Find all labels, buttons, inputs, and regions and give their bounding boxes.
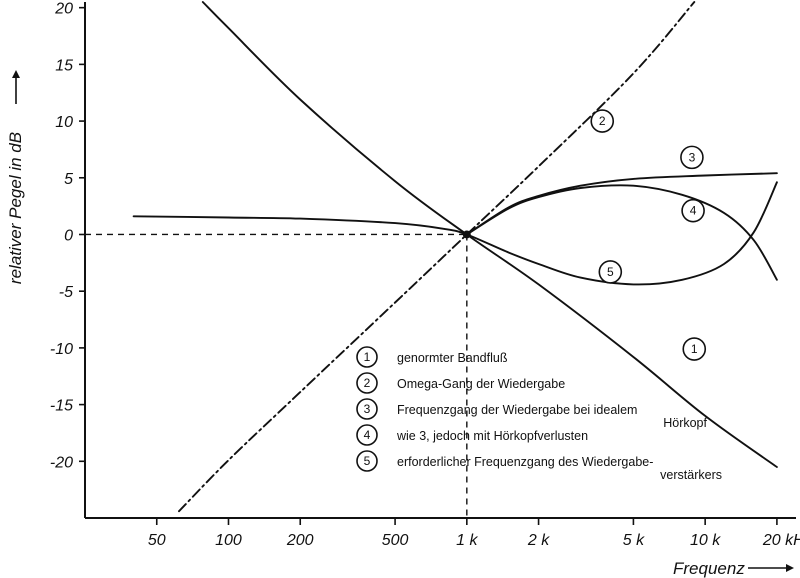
marker-circle: [680, 145, 704, 170]
legend-text: Frequenzgang der Wiedergabe bei idealem: [397, 403, 637, 417]
curve-3: [465, 172, 778, 236]
legend-number-circle: [356, 424, 378, 446]
legend-number: 3: [364, 402, 371, 416]
legend-text: erforderlicher Frequenzgang des Wiederga…: [397, 455, 653, 469]
x-ticks: 50 100 200 500 1 k 2 k 5 k 10 k 20 kHz: [148, 518, 800, 549]
x-tick-label: 10 k: [690, 532, 721, 549]
convergence-point: [462, 230, 471, 239]
x-tick-label: 1 k: [456, 532, 478, 549]
legend-text: Omega-Gang der Wiedergabe: [397, 377, 565, 391]
x-tick-label: 2 k: [527, 532, 550, 549]
curve-marker-5: 5: [598, 260, 623, 284]
y-axis-title: relativer Pegel in dB: [6, 70, 25, 284]
x-tick-label: 100: [215, 532, 242, 549]
y-tick-label: 5: [64, 171, 73, 188]
legend-number: 2: [364, 376, 371, 390]
x-axis-arrow-head: [786, 564, 794, 572]
legend-entry-1: 1 genormter Bandfluß: [356, 346, 508, 368]
legend-number: 5: [364, 454, 371, 468]
curve-marker-3: 3: [680, 145, 704, 170]
curve-marker-4: 4: [681, 198, 705, 223]
y-axis-label: relativer Pegel in dB: [6, 132, 25, 284]
marker-circle: [681, 198, 705, 223]
legend-number-circle: [356, 398, 378, 420]
x-tick-label: 20 kHz: [762, 532, 800, 549]
y-tick-label: 0: [64, 227, 73, 244]
y-tick-label: 10: [55, 114, 73, 131]
marker-number: 3: [689, 150, 696, 164]
x-tick-label: 50: [148, 532, 166, 549]
legend-text: wie 3, jedoch mit Hörkopfverlusten: [396, 429, 588, 443]
y-tick-label: -5: [59, 284, 73, 301]
curve-marker-1: 1: [682, 337, 707, 361]
marker-circle: [590, 109, 615, 133]
marker-number: 2: [599, 114, 606, 128]
curve-markers: 1 2 3 4 5: [590, 109, 707, 361]
y-tick-label: 20: [54, 1, 73, 18]
y-tick-label: -15: [50, 398, 73, 415]
y-tick-label: -20: [50, 454, 73, 471]
x-axis-title: Frequenz: [673, 559, 794, 578]
reference-lines: [85, 233, 468, 518]
legend-number-circle: [356, 346, 378, 368]
curve-2: [178, 1, 696, 513]
y-tick-label: -10: [50, 341, 73, 358]
x-axis-label: Frequenz: [673, 559, 745, 578]
legend-entry-5: 5 erforderlicher Frequenzgang des Wiederg…: [356, 450, 722, 482]
legend-text-continued: Hörkopf: [663, 416, 707, 430]
curve-5: [132, 181, 778, 286]
y-ticks: 20 15 10 5 0 -5 -10 -15 -20: [50, 1, 85, 471]
marker-number: 5: [607, 265, 614, 279]
y-axis-arrow-head: [12, 70, 20, 78]
x-tick-label: 200: [286, 532, 314, 549]
legend-entry-4: 4 wie 3, jedoch mit Hörkopfverlusten: [356, 424, 588, 446]
legend-entry-2: 2 Omega-Gang der Wiedergabe: [356, 372, 565, 394]
marker-circle: [598, 260, 623, 284]
marker-number: 4: [690, 204, 697, 218]
curves: [132, 1, 778, 513]
legend-number-circle: [356, 372, 378, 394]
legend: 1 genormter Bandfluß 2 Omega-Gang der Wiede…: [356, 346, 722, 482]
legend-text: genormter Bandfluß: [397, 351, 508, 365]
axes: [84, 2, 796, 519]
legend-entry-3: 3 Frequenzgang der Wiedergabe bei idealem…: [356, 398, 708, 430]
legend-text-continued: verstärkers: [660, 468, 722, 482]
marker-circle: [682, 337, 707, 361]
marker-number: 1: [691, 342, 698, 356]
legend-number-circle: [356, 450, 378, 472]
legend-number: 4: [364, 428, 371, 442]
y-tick-label: 15: [55, 57, 73, 74]
x-tick-label: 5 k: [623, 532, 645, 549]
legend-number: 1: [364, 350, 371, 364]
curve-4: [465, 184, 778, 281]
curve-marker-2: 2: [590, 109, 615, 133]
x-tick-label: 500: [382, 532, 409, 549]
